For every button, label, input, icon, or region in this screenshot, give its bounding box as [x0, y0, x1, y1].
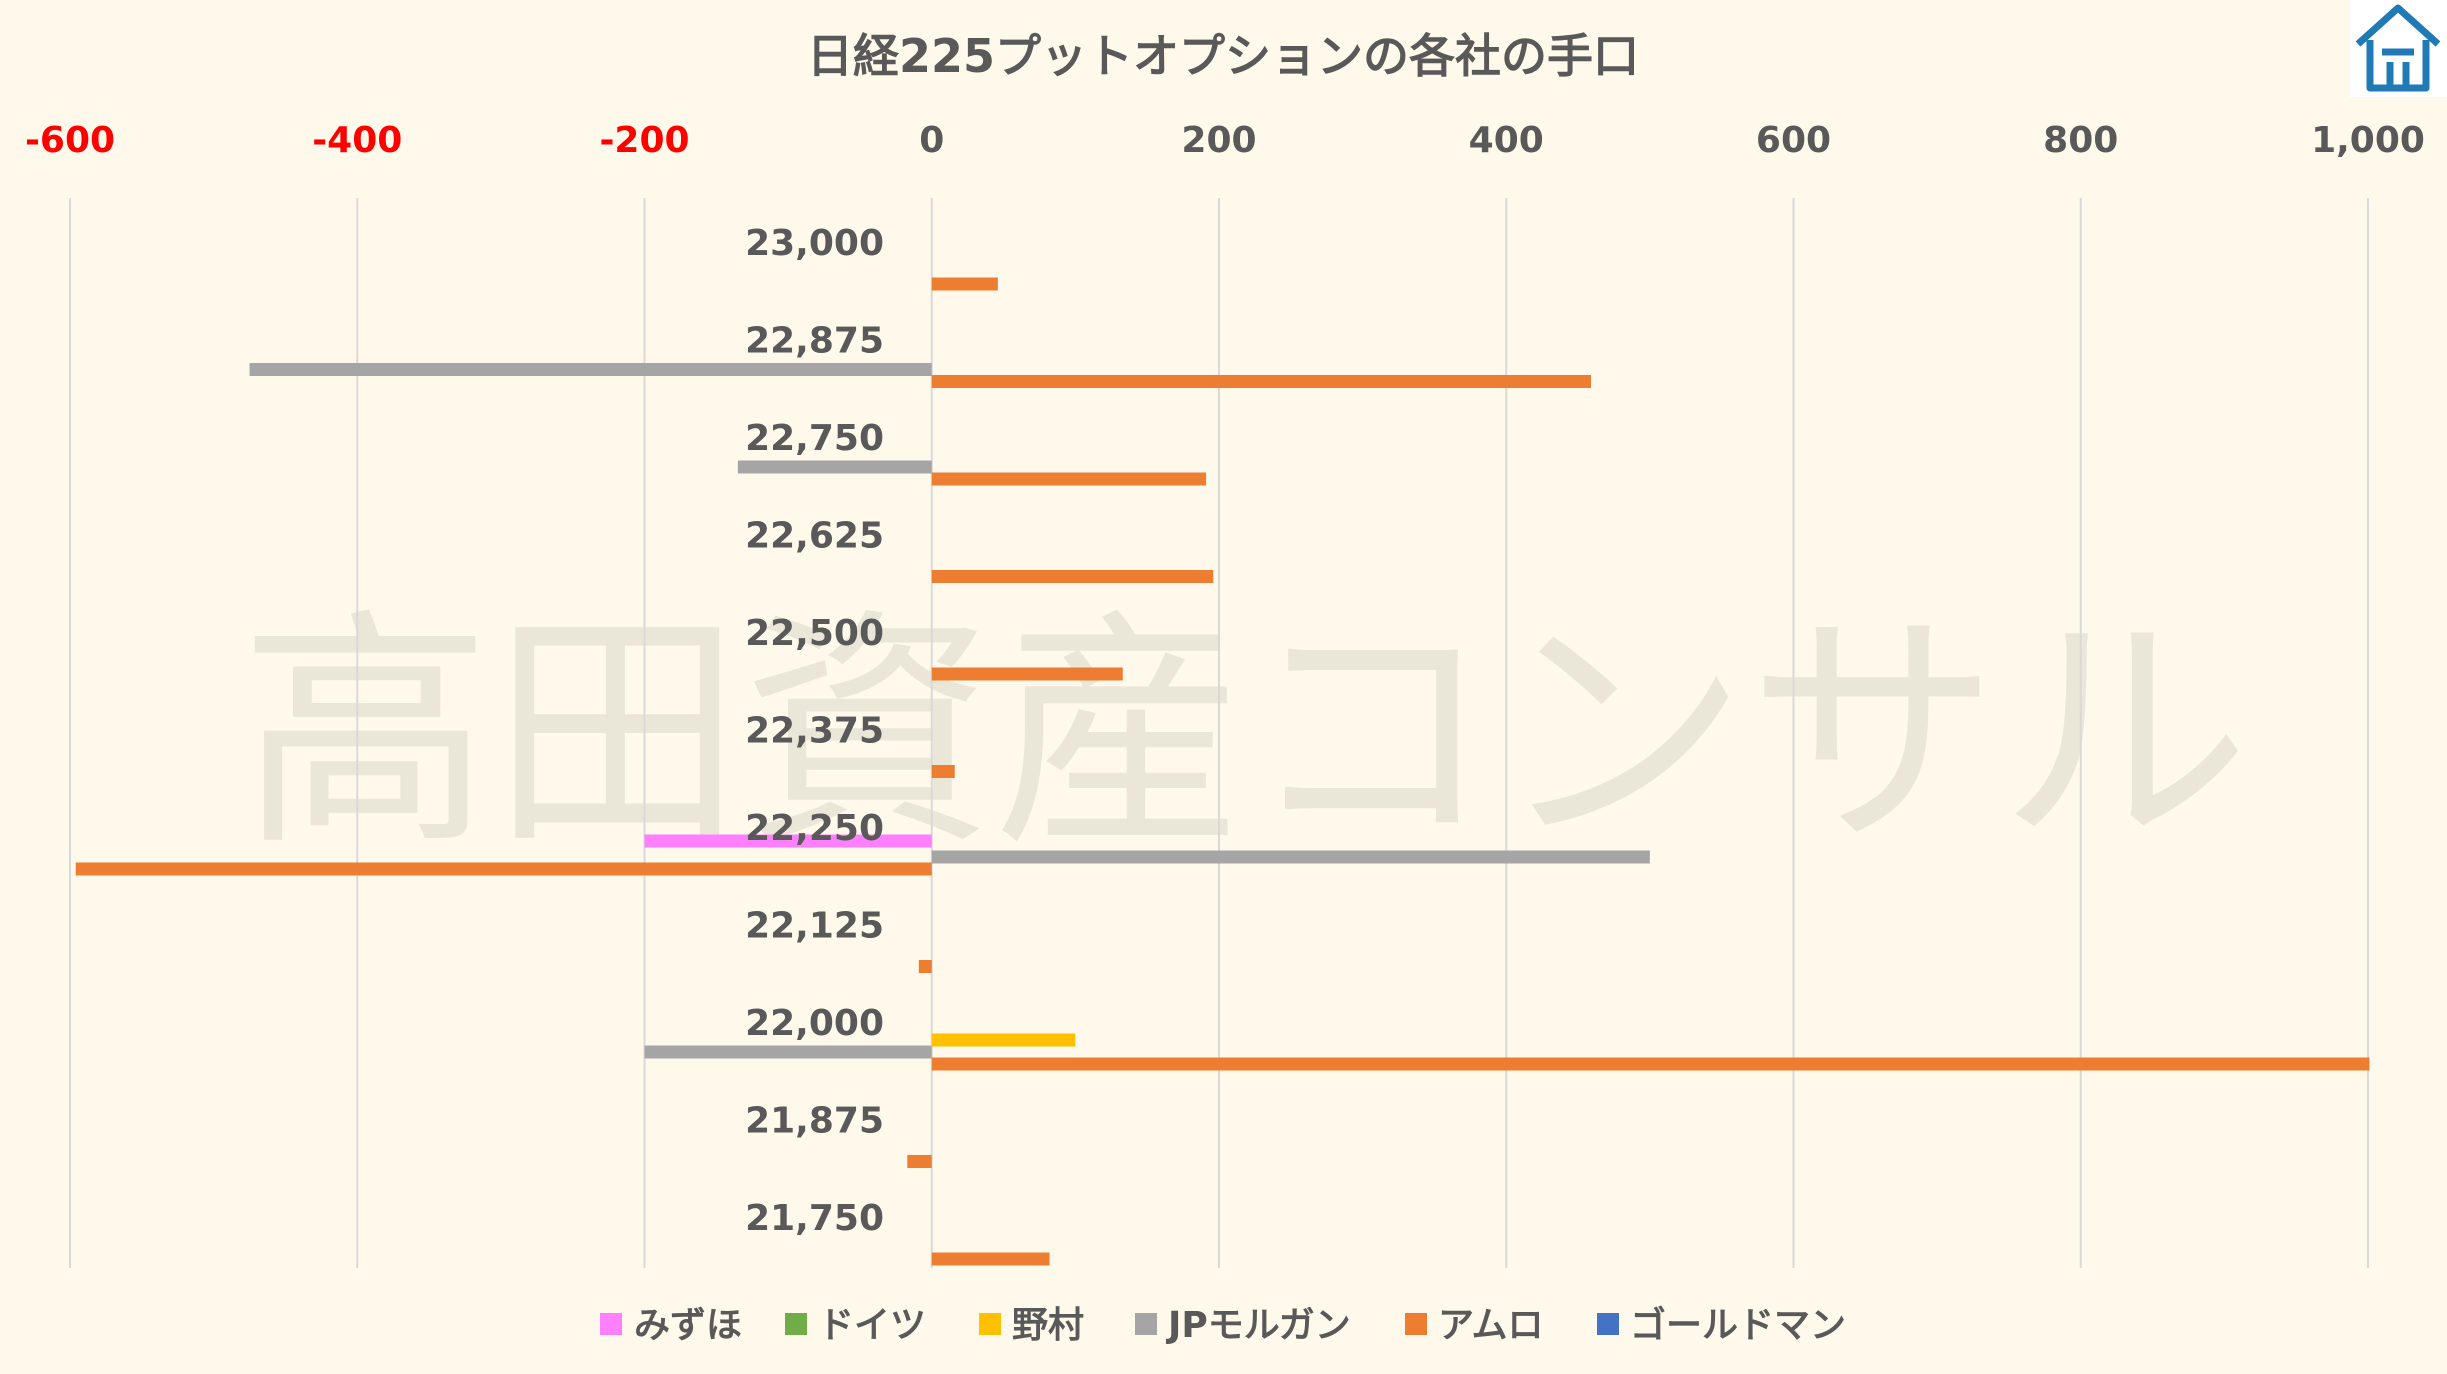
- legend-item: ドイツ: [785, 1305, 926, 1346]
- category-labels: 23,000 22,875 22,750 22,625 22,500 22,375 22,2…: [745, 223, 884, 1239]
- legend-item: JPモルガン: [1135, 1305, 1351, 1346]
- x-tick-label: 1,000: [2311, 120, 2425, 161]
- category-label: 21,750: [745, 1198, 884, 1239]
- bar: [931, 1033, 1076, 1047]
- x-tick-label: 400: [1469, 120, 1544, 161]
- logo: [2350, 0, 2447, 97]
- bar: [249, 363, 932, 376]
- house-logo-icon: [2355, 4, 2441, 92]
- x-tick-label: -200: [599, 120, 689, 161]
- x-tick-label: -400: [312, 120, 402, 161]
- bar: [931, 765, 955, 778]
- chart-title: 日経225プットオプションの各社の手口: [807, 29, 1639, 83]
- category-label: 22,375: [745, 711, 884, 752]
- x-tick-label: 800: [2043, 120, 2118, 161]
- legend-item: アムロ: [1405, 1305, 1543, 1346]
- x-axis-ticks: -600 -400 -200 0 200 400 600 800 1,000: [25, 120, 2425, 161]
- x-tick-label: 0: [919, 120, 944, 161]
- legend-swatch: [600, 1313, 622, 1335]
- legend-label: ドイツ: [818, 1305, 926, 1346]
- bar: [918, 960, 932, 973]
- category-label: 22,750: [745, 418, 884, 459]
- legend-label: ゴールドマン: [1630, 1304, 1846, 1346]
- category-label: 22,625: [745, 516, 884, 557]
- legend-item: みずほ: [600, 1305, 742, 1346]
- bar: [931, 1252, 1050, 1266]
- legend-swatch: [979, 1313, 1001, 1335]
- legend-label: JPモルガン: [1165, 1305, 1351, 1346]
- legend-item: ゴールドマン: [1597, 1304, 1846, 1346]
- x-tick-label: 600: [1756, 120, 1831, 161]
- legend-label: アムロ: [1438, 1305, 1543, 1346]
- bar: [931, 570, 1214, 583]
- bar: [644, 834, 932, 848]
- bar: [931, 850, 1650, 864]
- bar: [737, 460, 932, 474]
- x-tick-label: -600: [25, 120, 115, 161]
- legend-label: みずほ: [634, 1305, 742, 1346]
- legend-label: 野村: [1012, 1305, 1084, 1346]
- bar: [907, 1155, 932, 1168]
- legend-swatch: [1597, 1313, 1619, 1335]
- watermark: 高田資産コンサル: [240, 588, 2250, 879]
- category-label: 22,875: [745, 321, 884, 362]
- legend-item: 野村: [979, 1305, 1084, 1346]
- bar: [931, 667, 1123, 681]
- legend-swatch: [785, 1313, 807, 1335]
- bar: [931, 472, 1207, 486]
- bars: [75, 277, 2370, 1266]
- bar: [931, 375, 1591, 388]
- category-label: 22,125: [745, 906, 884, 947]
- category-label: 21,875: [745, 1101, 884, 1142]
- category-label: 22,000: [745, 1003, 884, 1044]
- legend: みずほ ドイツ 野村 JPモルガン アムロ ゴールドマン: [600, 1304, 1846, 1346]
- category-label: 22,250: [745, 808, 884, 849]
- category-label: 23,000: [745, 223, 884, 264]
- category-label: 22,500: [745, 613, 884, 654]
- bar: [75, 862, 932, 876]
- x-tick-label: 200: [1181, 120, 1256, 161]
- bar: [644, 1045, 932, 1059]
- bar: [931, 1057, 2370, 1071]
- legend-swatch: [1405, 1313, 1427, 1335]
- bar: [931, 277, 998, 291]
- legend-swatch: [1135, 1313, 1157, 1335]
